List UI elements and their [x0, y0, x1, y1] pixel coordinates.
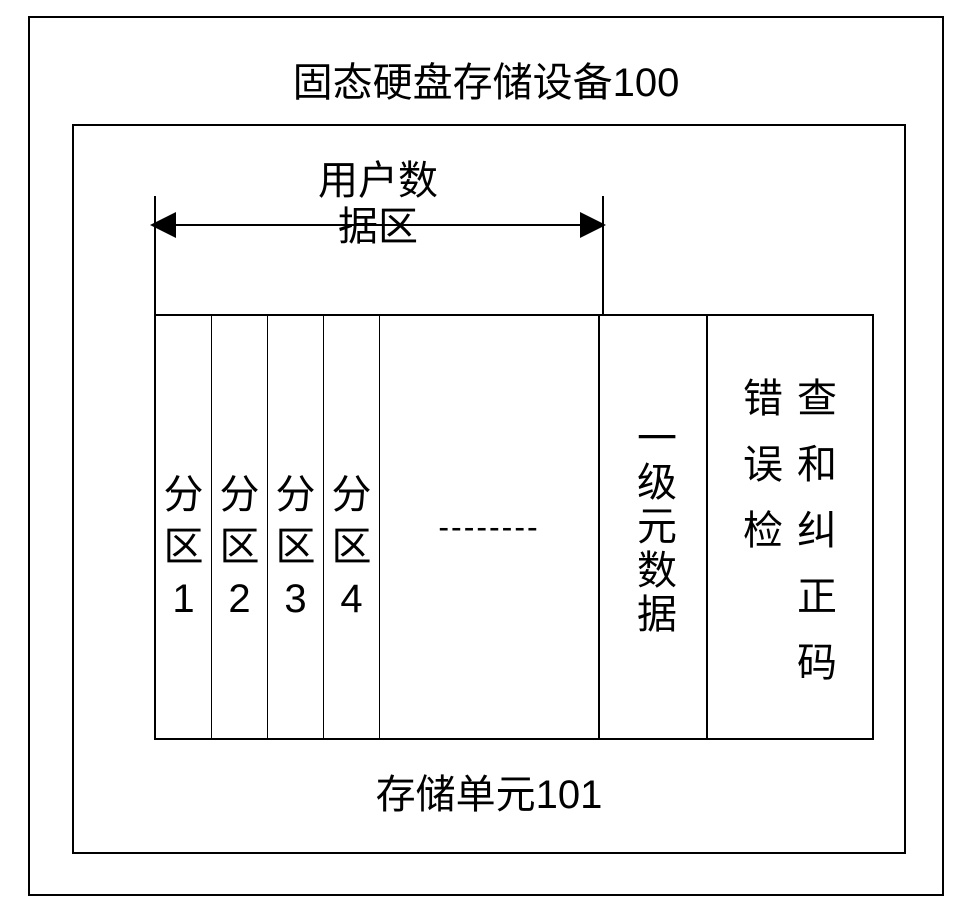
partition-char: 分	[332, 469, 372, 521]
ecc-char	[743, 630, 783, 688]
ellipsis-text: --------	[438, 509, 539, 546]
partition-num: 4	[340, 573, 362, 625]
ecc-char: 误	[743, 432, 783, 490]
partition-char: 区	[164, 521, 204, 573]
ecc-char: 检	[743, 498, 783, 556]
ecc-char: 码	[797, 630, 837, 688]
metadata-label: 一级元数据	[627, 417, 679, 637]
ecc-label-grid: 错 查 误 和 检 纠 正 码	[743, 366, 837, 688]
partition-num: 3	[284, 573, 306, 625]
ecc-cell: 错 查 误 和 检 纠 正 码	[708, 316, 872, 738]
ellipsis-cell: --------	[380, 316, 600, 738]
user-data-label-line2: 据区	[248, 204, 508, 250]
ecc-char: 错	[743, 366, 783, 424]
partition-char: 分	[276, 469, 316, 521]
partition-num: 1	[172, 573, 194, 625]
user-data-label-line1: 用户数	[248, 158, 508, 204]
ecc-char: 查	[797, 366, 837, 424]
user-data-area-label: 用户数 据区	[248, 158, 508, 250]
device-outer-box: 固态硬盘存储设备100 用户数 据区 分 区 1 分 区 2 分 区	[28, 16, 944, 896]
tick-mark-right	[602, 196, 604, 316]
partition-char: 区	[276, 521, 316, 573]
partition-2: 分 区 2	[212, 316, 268, 738]
partition-char: 区	[332, 521, 372, 573]
partition-char: 区	[220, 521, 260, 573]
storage-unit-box: 用户数 据区 分 区 1 分 区 2 分 区 3 分	[72, 124, 906, 854]
partition-num: 2	[228, 573, 250, 625]
partition-char: 分	[220, 469, 260, 521]
partition-char: 分	[164, 469, 204, 521]
metadata-cell: 一级元数据	[600, 316, 708, 738]
partition-4: 分 区 4	[324, 316, 380, 738]
ecc-char: 纠	[797, 498, 837, 556]
arrow-span-line	[162, 224, 594, 226]
storage-layout-container: 分 区 1 分 区 2 分 区 3 分 区 4 --------	[154, 314, 874, 740]
ecc-char	[743, 564, 783, 622]
tick-mark-left	[154, 196, 156, 316]
ecc-char: 正	[797, 564, 837, 622]
partition-3: 分 区 3	[268, 316, 324, 738]
storage-unit-label: 存储单元101	[74, 762, 904, 820]
ecc-char: 和	[797, 432, 837, 490]
device-title: 固态硬盘存储设备100	[30, 50, 942, 108]
partition-1: 分 区 1	[156, 316, 212, 738]
